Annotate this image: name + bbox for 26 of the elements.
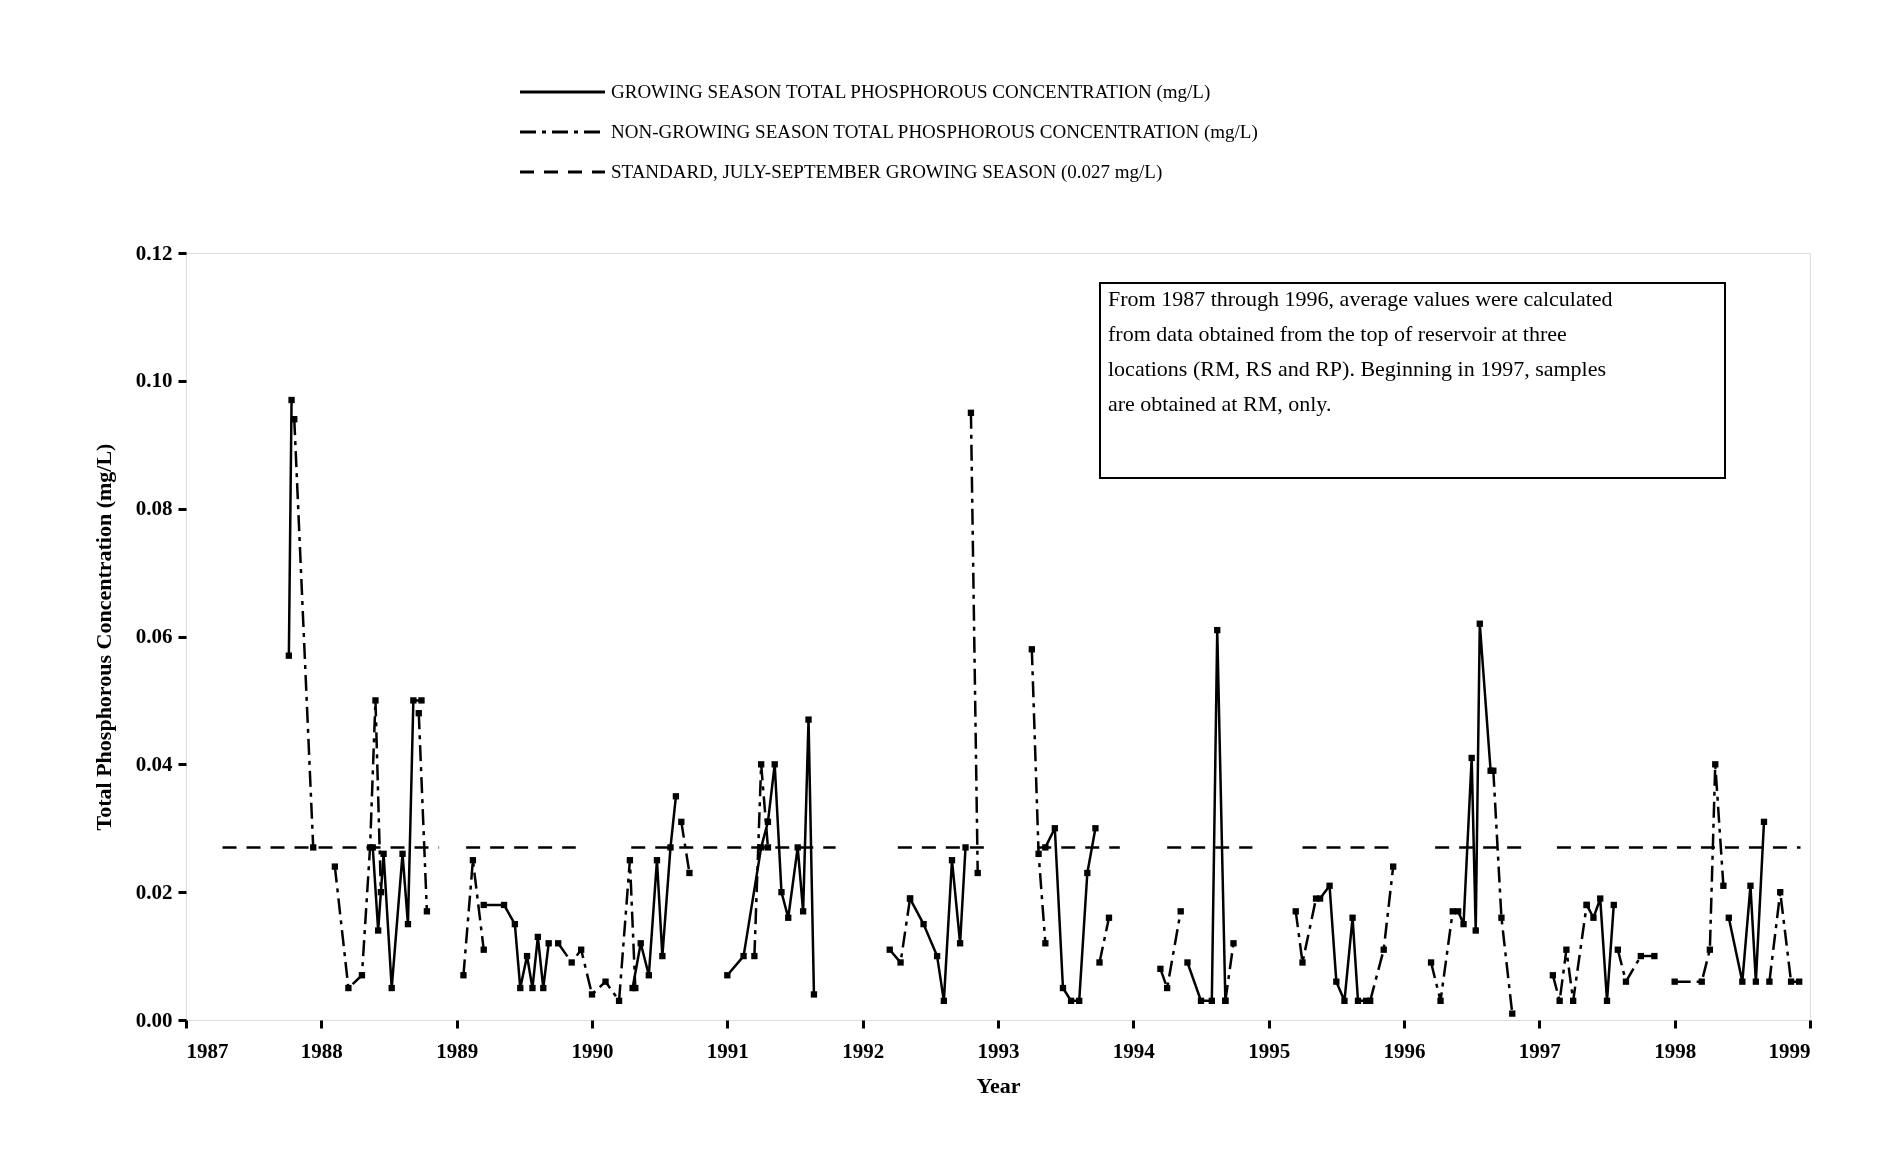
x-tick-label: 1993 [977, 1038, 1020, 1063]
legend-label: STANDARD, JULY-SEPTEMBER GROWING SEASON (0.027 mg/L) [611, 161, 1163, 183]
x-tick-label: 1988 [300, 1038, 343, 1063]
x-tick-label: 1996 [1383, 1038, 1426, 1063]
y-tick-label: 0.12 [135, 240, 173, 265]
y-tick-label: 0.02 [135, 879, 173, 904]
x-tick-label: 1994 [1112, 1038, 1156, 1063]
x-tick-label: 1990 [571, 1038, 614, 1063]
x-tick-label: 1998 [1654, 1038, 1697, 1063]
x-tick-label: 1991 [706, 1038, 749, 1063]
x-tick-label: 1999 [1768, 1038, 1811, 1063]
y-axis-title: Total Phosphorous Concentration (mg/L) [90, 443, 116, 831]
x-tick-label: 1992 [842, 1038, 885, 1063]
annotation: From 1987 through 1996, average values were calculated from data obtained from the top of reservoir at three locations (RM, RS and RP). Beginning in 1997, samples are obtained at RM, only. [1108, 286, 1613, 416]
y-tick-label: 0.00 [135, 1007, 173, 1032]
x-axis-title: Year [976, 1072, 1021, 1098]
y-tick-label: 0.06 [135, 624, 173, 648]
y-tick-label: 0.10 [135, 368, 173, 393]
x-tick-label: 1995 [1248, 1038, 1291, 1063]
x-tick-label: 1997 [1518, 1038, 1561, 1063]
legend-label: GROWING SEASON TOTAL PHOSPHOROUS CONCENTRATION (mg/L) [611, 81, 1211, 103]
y-tick-label: 0.08 [135, 496, 173, 521]
x-tick-label: 1987 [186, 1038, 229, 1063]
legend-label: NON-GROWING SEASON TOTAL PHOSPHOROUS CONCENTRATION (mg/L) [611, 121, 1258, 143]
y-tick-label: 0.04 [135, 751, 173, 776]
x-tick-label: 1989 [436, 1038, 479, 1063]
